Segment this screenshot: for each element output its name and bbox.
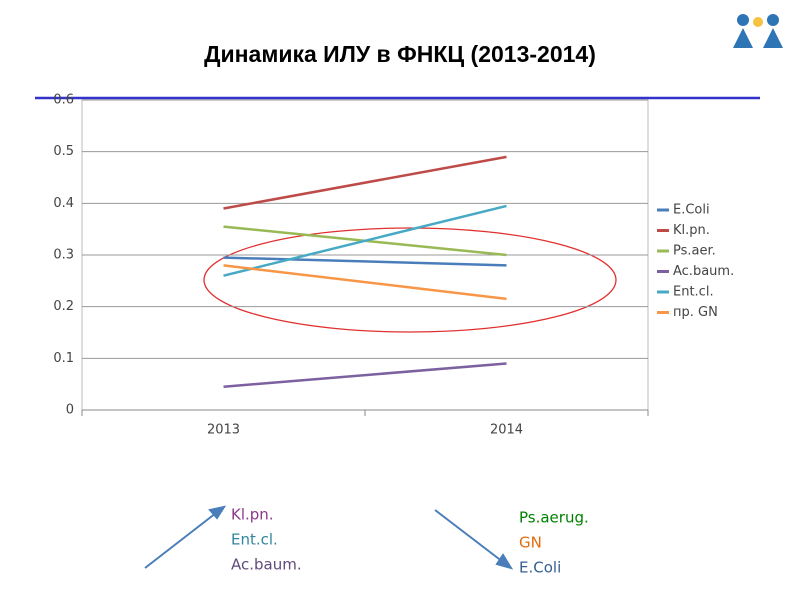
- legend-label: пр. GN: [673, 305, 718, 320]
- series-line: [223, 264, 507, 301]
- y-tick-label: 0.5: [53, 144, 74, 159]
- y-tick-label: 0.2: [53, 299, 74, 314]
- legend-label: Ent.cl.: [673, 285, 714, 300]
- logo: [733, 14, 783, 48]
- annotation: E.Coli: [519, 559, 561, 577]
- arrow-down: [434, 509, 514, 570]
- annotation: Ps.aerug.: [519, 509, 589, 527]
- x-tick-label: 2013: [207, 423, 240, 438]
- y-tick-label: 0.6: [53, 93, 74, 108]
- y-tick-label: 0.1: [53, 351, 74, 366]
- legend-label: Kl.pn.: [673, 223, 710, 238]
- series-line: [223, 362, 507, 388]
- annotation: Ac.baum.: [231, 556, 302, 574]
- legend-label: E.Coli: [673, 203, 710, 218]
- series-line: [223, 155, 507, 210]
- series-line: [223, 204, 507, 277]
- series-line: [223, 256, 507, 267]
- highlight-ellipse: [203, 227, 617, 333]
- y-tick-label: 0.4: [53, 196, 74, 211]
- arrow-up: [144, 505, 227, 569]
- y-tick-label: 0.3: [53, 248, 74, 263]
- legend-label: Ps.aer.: [673, 244, 716, 259]
- y-tick-label: 0: [66, 403, 74, 418]
- x-tick-label: 2014: [490, 423, 523, 438]
- legend-label: Ac.baum.: [673, 264, 734, 279]
- annotation: GN: [519, 534, 542, 552]
- slide-title: Динамика ИЛУ в ФНКЦ (2013-2014): [204, 41, 596, 67]
- annotation: Ent.cl.: [231, 531, 278, 549]
- annotation: Kl.pn.: [231, 506, 274, 524]
